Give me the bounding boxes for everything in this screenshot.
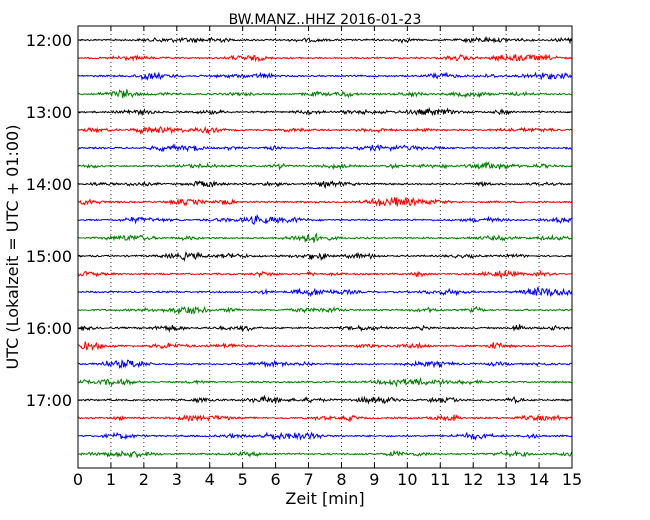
trace-line — [77, 89, 572, 99]
grid — [110, 26, 540, 468]
trace-line — [77, 232, 572, 244]
x-tick-label: 8 — [336, 470, 346, 489]
y-tick-label: 16:00 — [26, 319, 72, 338]
x-tick-label: 11 — [430, 470, 450, 489]
chart-title: BW.MANZ..HHZ 2016-01-23 — [229, 12, 422, 28]
y-axis-ticks: 12:00 13:00 14:00 15:00 16:00 17:00 — [26, 31, 572, 410]
trace-line — [77, 305, 572, 315]
trace-line — [77, 36, 573, 45]
y-tick-label: 12:00 — [26, 31, 72, 50]
trace-line — [77, 196, 572, 207]
trace-line — [77, 180, 572, 190]
trace-line — [77, 359, 572, 370]
trace-line — [77, 161, 572, 171]
x-tick-label: 7 — [303, 470, 313, 489]
x-axis-label: Zeit [min] — [285, 489, 364, 508]
x-axis-ticks: 0 1 2 3 4 5 6 7 8 9 10 11 12 13 14 15 — [73, 26, 582, 489]
trace-line — [77, 53, 572, 63]
trace-line — [77, 414, 573, 423]
y-axis-label: UTC (Lokalzeit = UTC + 01:00) — [3, 125, 22, 370]
trace-line — [77, 143, 572, 153]
x-tick-label: 5 — [238, 470, 248, 489]
trace-line — [77, 71, 573, 81]
trace-line — [77, 431, 572, 441]
x-tick-label: 4 — [205, 470, 215, 489]
x-tick-label: 13 — [496, 470, 516, 489]
trace-line — [77, 341, 572, 352]
trace-line — [77, 376, 572, 388]
trace-line — [77, 394, 572, 405]
x-tick-label: 0 — [73, 470, 83, 489]
x-tick-label: 10 — [397, 470, 417, 489]
x-tick-label: 15 — [562, 470, 582, 489]
x-tick-label: 9 — [369, 470, 379, 489]
trace-line — [77, 213, 572, 226]
trace-line — [77, 449, 573, 458]
x-tick-label: 14 — [529, 470, 549, 489]
trace-line — [77, 125, 572, 135]
trace-line — [77, 250, 572, 262]
y-tick-label: 15:00 — [26, 247, 72, 266]
trace-line — [77, 324, 572, 333]
trace-line — [77, 106, 572, 117]
plot-frame — [77, 25, 573, 469]
x-tick-label: 3 — [172, 470, 182, 489]
x-tick-label: 1 — [106, 470, 116, 489]
y-tick-label: 13:00 — [26, 103, 72, 122]
y-tick-label: 14:00 — [26, 175, 72, 194]
x-tick-label: 2 — [139, 470, 149, 489]
x-tick-label: 12 — [463, 470, 483, 489]
trace-line — [77, 269, 572, 280]
x-tick-label: 6 — [271, 470, 281, 489]
y-tick-label: 17:00 — [26, 391, 72, 410]
seismic-traces — [77, 36, 573, 458]
trace-line — [77, 287, 573, 298]
